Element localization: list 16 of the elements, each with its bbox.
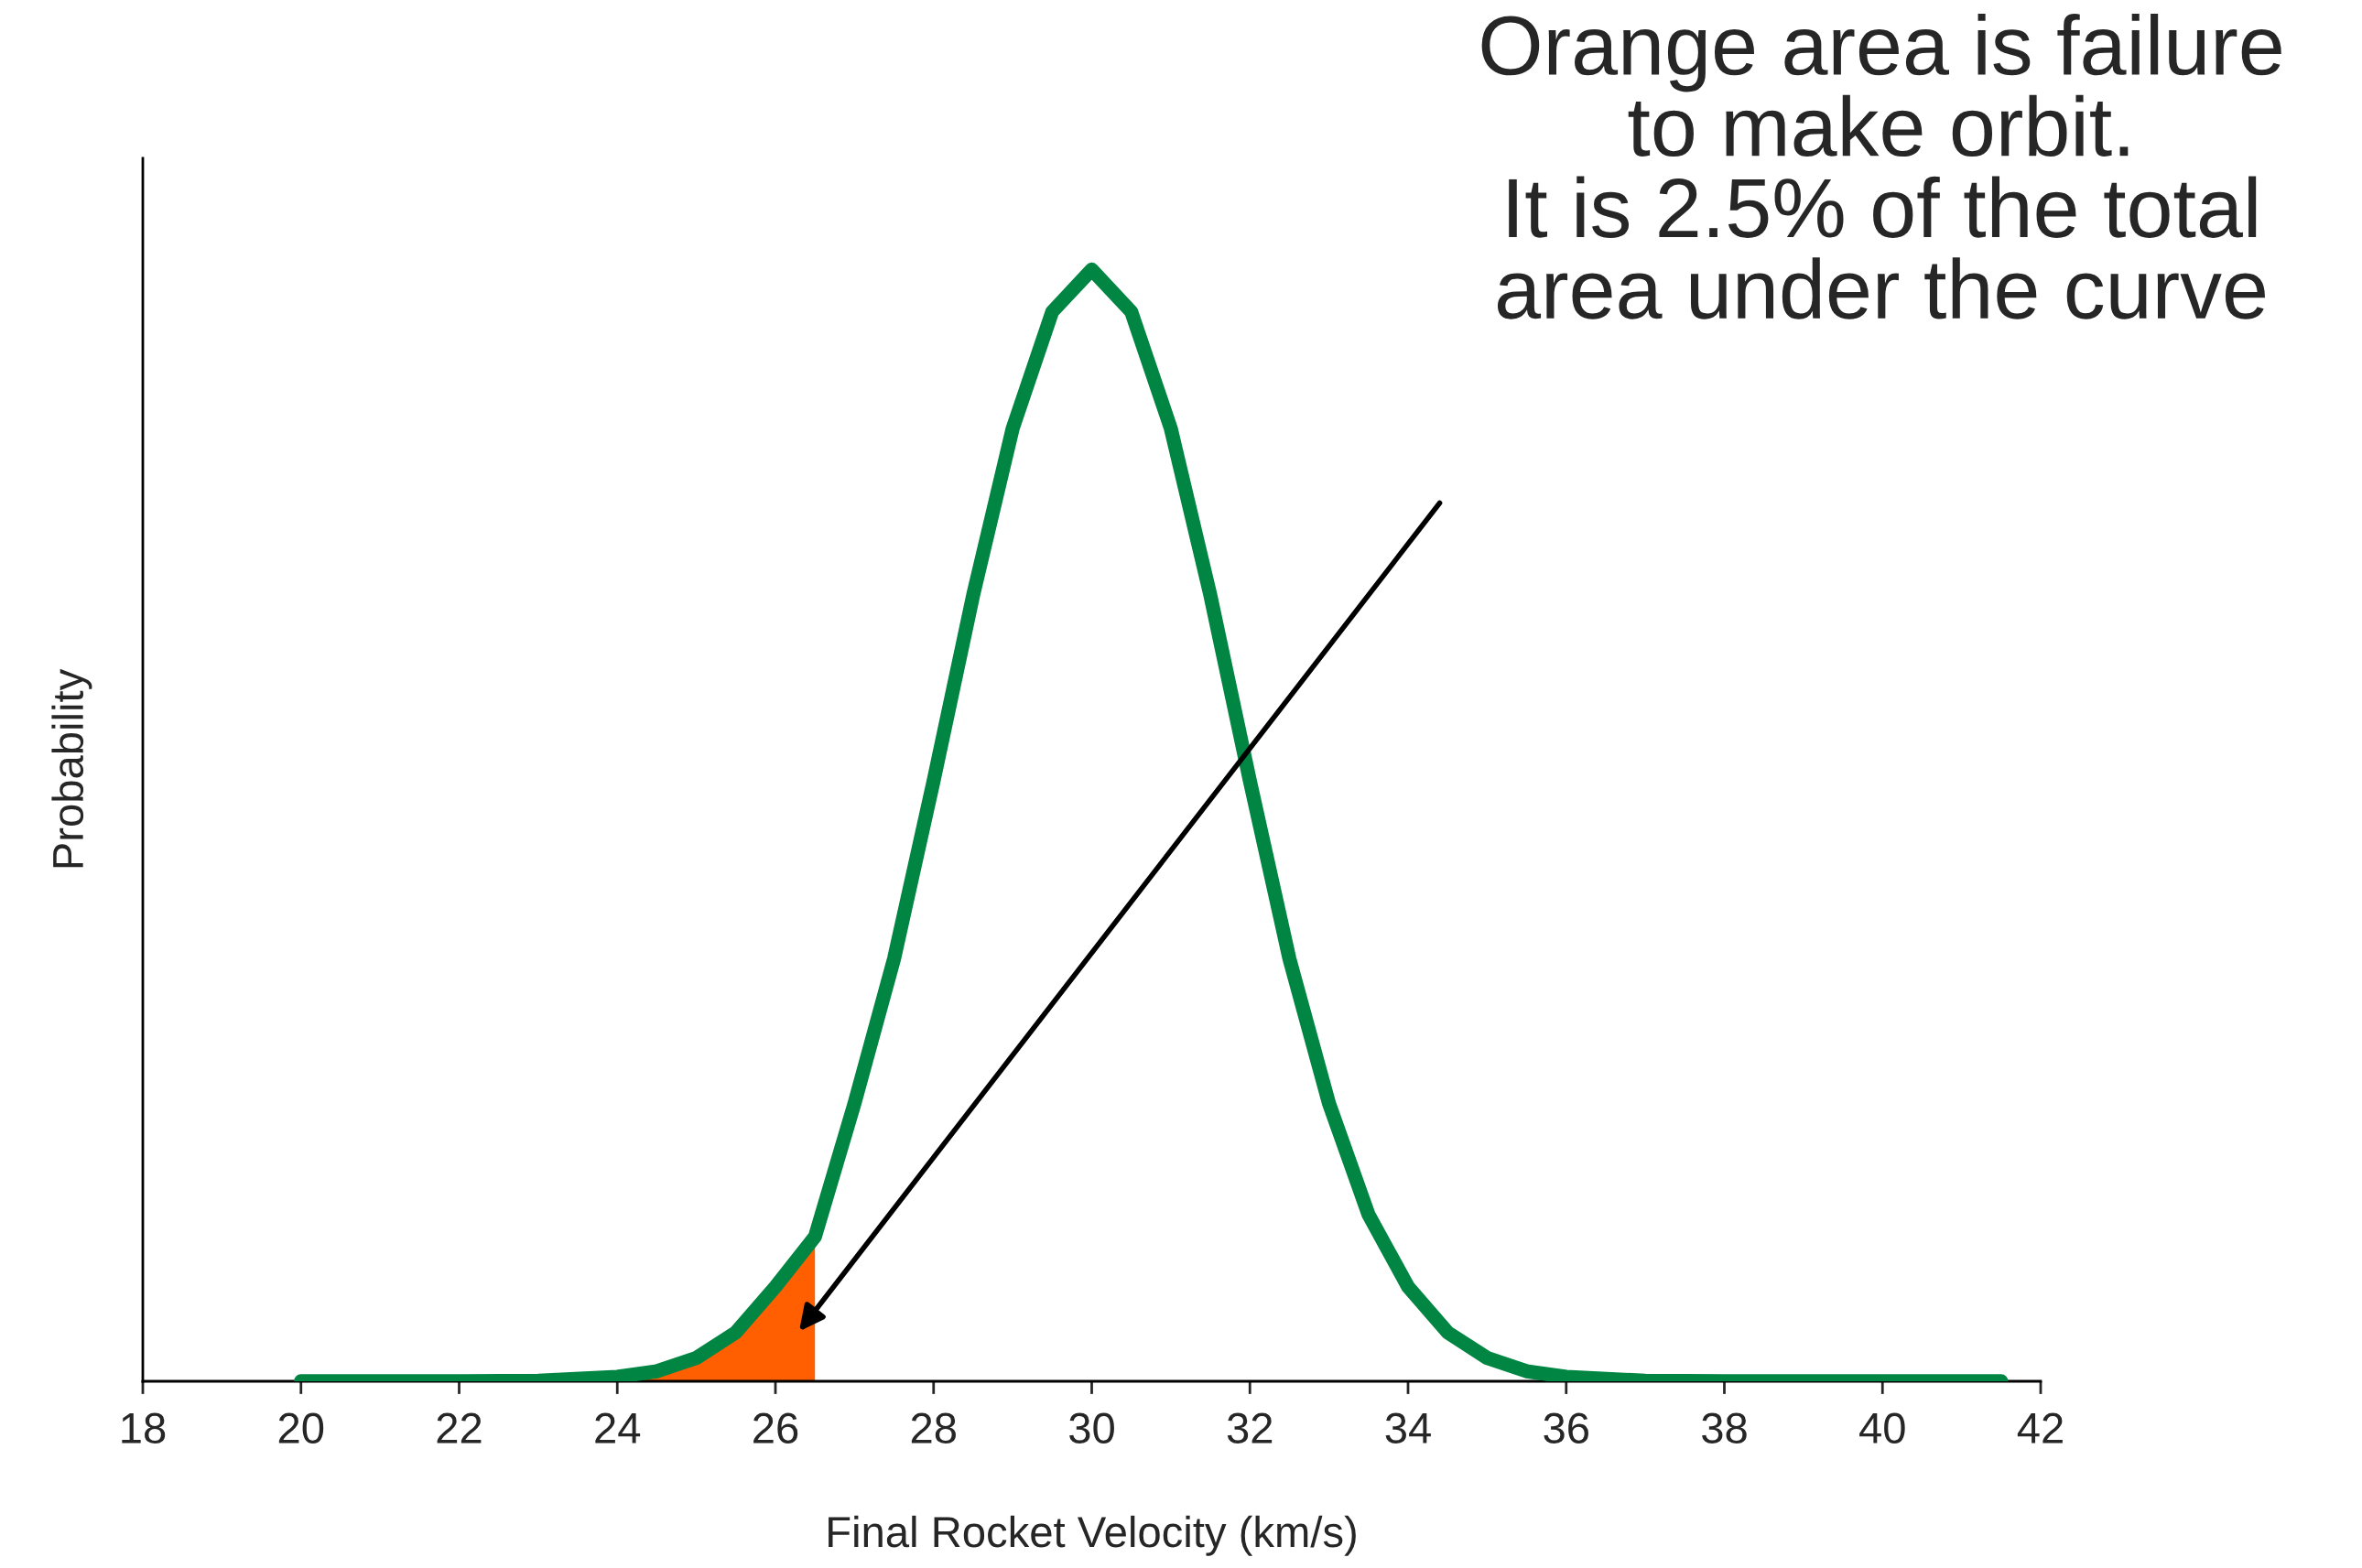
x-tick-label: 38: [1702, 1412, 1747, 1444]
x-tick-label: 32: [1227, 1412, 1273, 1444]
x-tick-label: 20: [278, 1412, 324, 1444]
annotation: Orange area is failure to make orbit. It is 2.5% of the total area under the curve: [1481, 14, 2281, 319]
x-tick-label: 24: [595, 1412, 641, 1444]
x-tick-label: 18: [122, 1412, 166, 1444]
x-tick-label: 30: [1069, 1412, 1114, 1444]
y-axis-title: Probability: [51, 668, 92, 868]
x-tick-label: 28: [911, 1412, 956, 1444]
x-tick-label: 22: [437, 1412, 482, 1444]
x-tick-label: 34: [1385, 1412, 1431, 1444]
x-tick-label: 36: [1544, 1412, 1588, 1444]
x-axis-title: Final Rocket Velocity (km/s): [829, 1515, 1356, 1556]
x-tick-label: 42: [2017, 1412, 2063, 1444]
x-tick-label: 40: [1859, 1412, 1905, 1444]
x-tick-label: 26: [753, 1412, 798, 1444]
